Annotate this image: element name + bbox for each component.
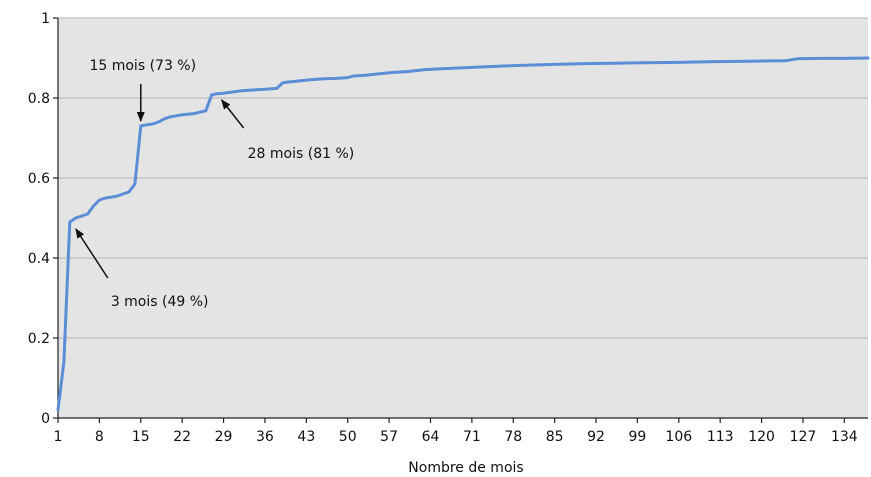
x-tick-label-0: 1 (54, 429, 63, 445)
y-tick-label-1: 0.2 (28, 331, 50, 347)
grid-lines (58, 17, 868, 339)
x-tick-label-8: 57 (380, 429, 398, 445)
y-tick-labels: 0 0.2 0.4 0.6 0.8 1 (28, 11, 50, 427)
y-tick-label-3: 0.6 (28, 171, 50, 187)
axes (53, 17, 868, 423)
x-tick-label-11: 78 (504, 429, 522, 445)
x-tick-label-14: 99 (629, 429, 647, 445)
x-axis-title: Nombre de mois (408, 460, 523, 476)
y-tick-label-2: 0.4 (28, 251, 50, 267)
x-tick-labels: 1 8 15 22 29 36 43 50 57 64 71 78 85 92 99 106 113 120 127… (54, 429, 858, 445)
y-tick-label-5: 1 (41, 11, 50, 27)
x-tick-label-1: 8 (95, 429, 104, 445)
x-tick-label-15: 106 (665, 429, 692, 445)
y-tick-label-4: 0.8 (28, 91, 50, 107)
x-tick-label-10: 71 (463, 429, 481, 445)
x-tick-label-4: 29 (215, 429, 233, 445)
annotation-arrow-28-months (221, 99, 245, 129)
x-tick-label-3: 22 (173, 429, 191, 445)
x-tick-label-16: 113 (707, 429, 734, 445)
annotation-label-28-months: 28 mois (81 %) (248, 146, 355, 162)
x-tick-label-13: 92 (587, 429, 605, 445)
x-tick-label-12: 85 (546, 429, 564, 445)
x-tick-label-5: 36 (256, 429, 274, 445)
x-tick-label-17: 120 (748, 429, 775, 445)
annotation-label-15-months: 15 mois (73 %) (89, 58, 196, 74)
x-tick-label-9: 64 (422, 429, 440, 445)
series-line (56, 56, 870, 412)
x-tick-label-6: 43 (297, 429, 315, 445)
annotation-arrow-3-months (75, 228, 109, 279)
x-tick-label-2: 15 (132, 429, 150, 445)
annotation-label-3-months: 3 mois (49 %) (111, 294, 209, 310)
x-tick-label-18: 127 (790, 429, 817, 445)
x-tick-label-19: 134 (831, 429, 858, 445)
annotations: 15 mois (73 %) 28 mois (81 %) 3 mois (49… (75, 58, 355, 310)
y-tick-label-0: 0 (41, 411, 50, 427)
plot-area (58, 18, 868, 418)
x-tick-label-7: 50 (339, 429, 357, 445)
